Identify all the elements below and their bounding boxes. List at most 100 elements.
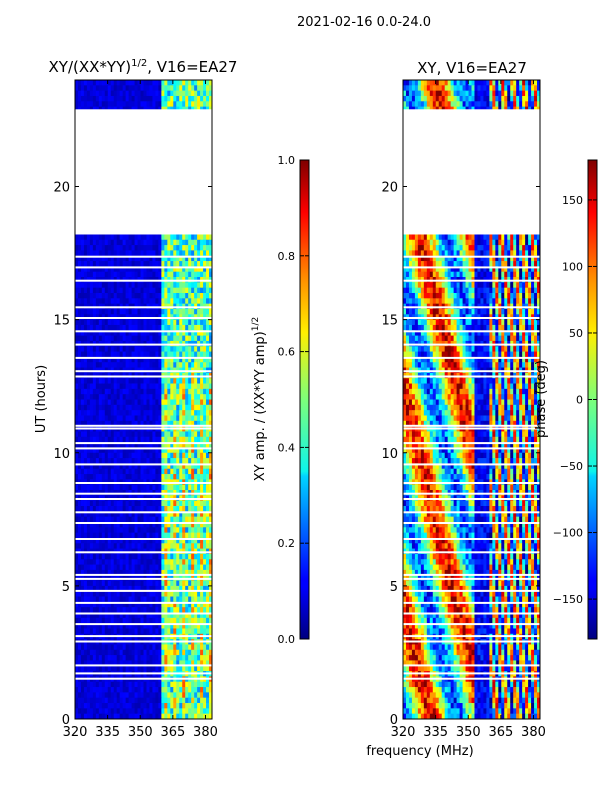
heatmap-cell <box>203 388 207 395</box>
heatmap-cell <box>194 516 198 523</box>
heatmap-cell <box>164 484 168 491</box>
heatmap-cell <box>140 80 144 86</box>
heatmap-cell <box>504 90 508 97</box>
heatmap-cell <box>167 458 171 464</box>
heatmap-cell <box>182 665 186 672</box>
heatmap-cell <box>77 378 82 384</box>
heatmap-cell <box>188 431 192 438</box>
heatmap-cell <box>125 319 130 326</box>
heatmap-cell <box>441 250 446 257</box>
heatmap-cell <box>101 410 106 416</box>
heatmap-cell <box>164 713 168 720</box>
heatmap-cell <box>200 660 204 667</box>
heatmap-cell <box>167 399 171 406</box>
heatmap-cell <box>170 687 174 693</box>
heatmap-cell <box>113 713 118 720</box>
heatmap-cell <box>417 80 422 86</box>
heatmap-cell <box>149 452 153 459</box>
heatmap-cell <box>92 293 97 299</box>
heatmap-cell <box>164 346 168 352</box>
heatmap-cell <box>155 569 159 576</box>
heatmap-cell <box>438 90 443 97</box>
heatmap-cell <box>149 607 153 613</box>
heatmap-cell <box>185 383 189 390</box>
heatmap-cell <box>167 596 171 603</box>
heatmap-cell <box>179 596 183 603</box>
heatmap-cell <box>167 319 171 326</box>
heatmap-cell <box>176 287 180 294</box>
heatmap-cell <box>492 90 496 97</box>
heatmap-cell <box>158 601 162 608</box>
heatmap-cell <box>77 564 82 571</box>
heatmap-cell <box>170 500 174 507</box>
heatmap-cell <box>203 623 207 629</box>
heatmap-cell <box>92 649 97 656</box>
heatmap-cell <box>191 692 195 699</box>
heatmap-cell <box>209 95 213 102</box>
heatmap-cell <box>104 655 109 661</box>
heatmap-cell <box>179 537 183 544</box>
heatmap-cell <box>188 282 192 289</box>
heatmap-cell <box>95 250 100 257</box>
heatmap-cell <box>525 90 529 97</box>
heatmap-cell <box>161 596 165 603</box>
heatmap-cell <box>80 293 85 299</box>
heatmap-cell <box>80 415 85 422</box>
heatmap-cell <box>92 468 97 475</box>
heatmap-cell <box>140 415 144 422</box>
heatmap-cell <box>86 394 91 400</box>
heatmap-cell <box>185 447 189 454</box>
heatmap-cell <box>131 644 135 651</box>
heatmap-cell <box>164 388 168 395</box>
heatmap-cell <box>89 463 94 470</box>
heatmap-cell <box>140 564 144 571</box>
heatmap-cell <box>459 95 463 102</box>
heatmap-cell <box>510 101 514 108</box>
heatmap-cell <box>203 713 207 720</box>
heatmap-cell <box>441 85 446 92</box>
heatmap-cell <box>149 628 153 635</box>
heatmap-cell <box>146 442 150 448</box>
heatmap-cell <box>140 404 144 411</box>
heatmap-cell <box>200 298 204 305</box>
heatmap-cell <box>411 239 416 246</box>
heatmap-cell <box>146 378 150 384</box>
heatmap-cell <box>98 330 103 336</box>
heatmap-cell <box>122 271 127 278</box>
heatmap-cell <box>80 665 85 672</box>
heatmap-cell <box>176 617 180 624</box>
heatmap-cell <box>83 463 88 470</box>
heatmap-cell <box>203 330 207 336</box>
heatmap-cell <box>194 559 198 565</box>
heatmap-cell <box>206 346 210 352</box>
heatmap-cell <box>128 655 132 661</box>
heatmap-cell <box>170 335 174 342</box>
heatmap-cell <box>101 681 106 688</box>
heatmap-cell <box>134 308 138 315</box>
heatmap-cell <box>86 261 91 267</box>
heatmap-cell <box>119 436 124 443</box>
heatmap-cell <box>185 404 189 411</box>
heatmap-cell <box>113 660 118 667</box>
heatmap-cell <box>80 85 85 92</box>
heatmap-cell <box>179 580 183 587</box>
heatmap-cell <box>107 261 112 267</box>
heatmap-cell <box>209 319 213 326</box>
heatmap-cell <box>80 90 85 97</box>
heatmap-cell <box>113 474 118 480</box>
heatmap-cell <box>104 415 109 422</box>
heatmap-cell <box>200 506 204 512</box>
heatmap-cell <box>206 516 210 523</box>
heatmap-cell <box>206 468 210 475</box>
heatmap-cell <box>107 95 112 102</box>
heatmap-cell <box>113 521 118 528</box>
heatmap-cell <box>89 250 94 257</box>
heatmap-cell <box>203 527 207 534</box>
heatmap-cell <box>98 708 103 715</box>
heatmap-cell <box>173 564 177 571</box>
heatmap-cell <box>197 569 201 576</box>
heatmap-cell <box>405 95 410 102</box>
heatmap-cell <box>113 580 118 587</box>
heatmap-cell <box>483 85 487 92</box>
heatmap-cell <box>104 681 109 688</box>
